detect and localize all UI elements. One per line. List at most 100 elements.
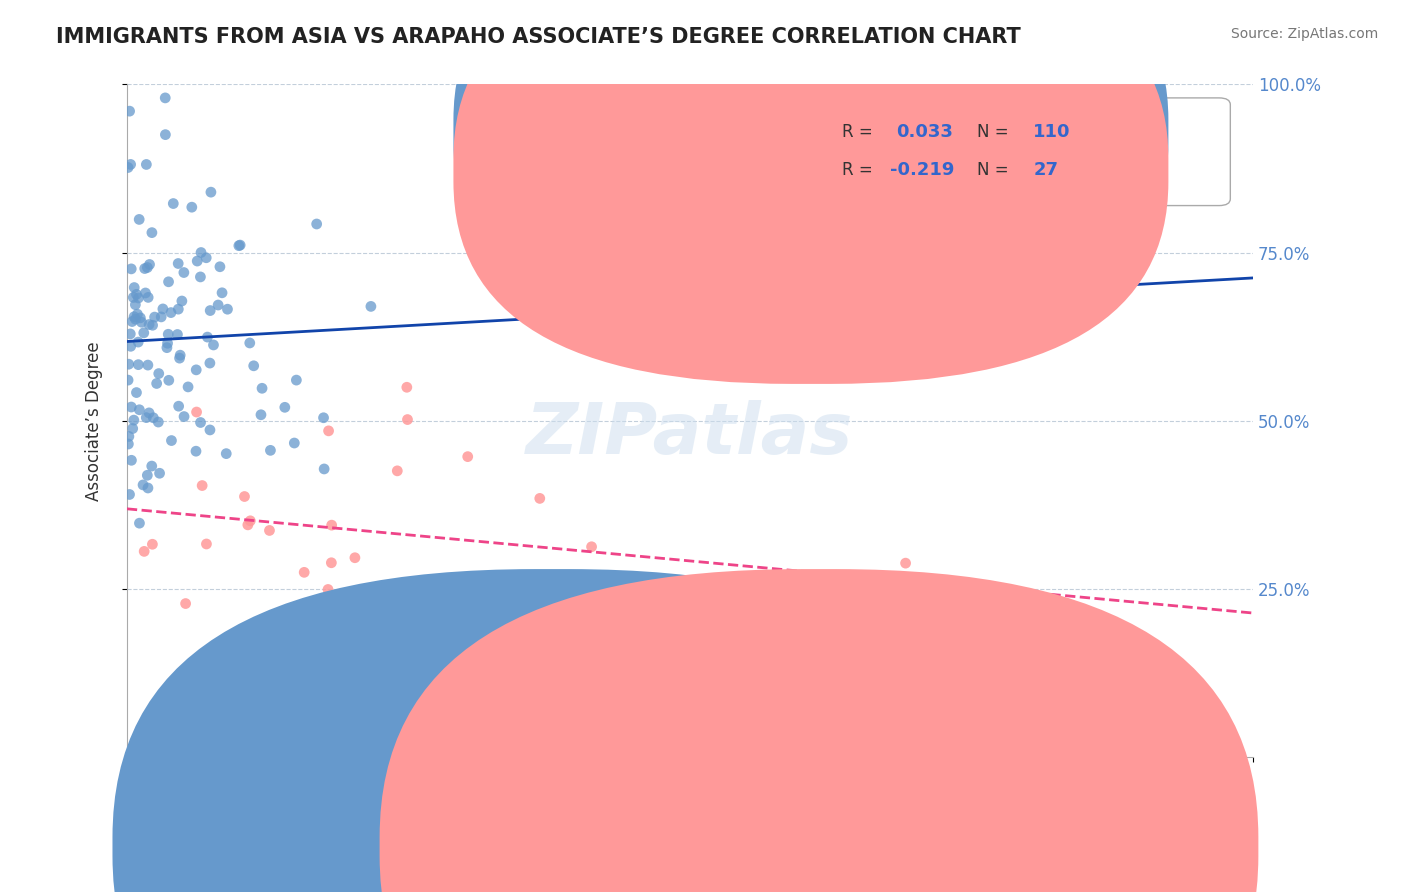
Point — [191, 478, 214, 492]
Text: Immigrants from Asia: Immigrants from Asia — [576, 839, 741, 854]
FancyBboxPatch shape — [453, 0, 1168, 345]
Point — [292, 566, 315, 580]
Point — [141, 537, 163, 551]
Point — [316, 582, 339, 597]
Point — [343, 550, 366, 565]
Point — [142, 410, 165, 425]
Point — [118, 104, 141, 119]
Point — [136, 481, 159, 495]
Point — [145, 376, 167, 391]
Point — [173, 409, 195, 424]
Point — [395, 380, 418, 394]
Point — [190, 245, 212, 260]
Point — [233, 490, 256, 504]
Point — [132, 326, 155, 340]
Point — [138, 406, 160, 420]
Point — [120, 339, 142, 353]
Point — [177, 380, 200, 394]
Point — [122, 310, 145, 324]
FancyBboxPatch shape — [758, 98, 1230, 205]
Point — [173, 266, 195, 280]
Point — [157, 327, 180, 342]
Text: 0.033: 0.033 — [896, 122, 953, 141]
Point — [117, 437, 139, 451]
Point — [120, 157, 142, 171]
Point — [488, 592, 510, 607]
Point — [142, 318, 165, 333]
Point — [285, 373, 308, 387]
Point — [195, 251, 218, 265]
Point — [129, 310, 152, 325]
Point — [156, 336, 179, 351]
Point — [190, 269, 212, 284]
Text: -0.219: -0.219 — [890, 161, 955, 179]
Text: ZIPatlas: ZIPatlas — [526, 400, 853, 469]
Text: Arapaho: Arapaho — [844, 839, 908, 854]
Text: N =: N = — [977, 122, 1008, 141]
Point — [152, 301, 174, 316]
Point — [167, 302, 190, 317]
FancyBboxPatch shape — [453, 0, 1168, 384]
Point — [118, 487, 141, 501]
Text: 27: 27 — [1033, 161, 1059, 179]
Point — [236, 517, 259, 532]
Point — [136, 260, 159, 275]
Point — [167, 399, 190, 413]
Point — [169, 348, 191, 362]
Point — [143, 310, 166, 324]
Point — [470, 599, 492, 613]
Point — [121, 314, 143, 328]
Point — [125, 287, 148, 301]
Point — [321, 556, 343, 570]
Point — [167, 256, 190, 270]
Text: Source: ZipAtlas.com: Source: ZipAtlas.com — [1230, 27, 1378, 41]
Point — [160, 305, 183, 319]
Point — [384, 642, 406, 657]
Point — [127, 291, 149, 305]
Point — [170, 293, 193, 308]
Point — [174, 597, 197, 611]
Text: R =: R = — [842, 161, 877, 179]
Point — [132, 478, 155, 492]
Point — [314, 462, 336, 476]
Point — [207, 298, 229, 312]
Point — [229, 238, 252, 252]
Point — [186, 405, 208, 419]
Point — [198, 356, 221, 370]
Point — [529, 491, 551, 506]
Point — [134, 544, 156, 558]
Point — [360, 300, 382, 314]
Point — [136, 468, 159, 483]
Point — [150, 310, 173, 324]
Point — [157, 373, 180, 387]
Point — [122, 280, 145, 294]
Point — [141, 226, 163, 240]
Point — [131, 315, 153, 329]
Point — [186, 254, 208, 268]
Point — [128, 212, 150, 227]
Point — [195, 537, 218, 551]
Point — [312, 410, 335, 425]
Point — [122, 413, 145, 427]
Point — [259, 443, 281, 458]
Point — [157, 275, 180, 289]
Point — [186, 363, 208, 377]
Text: 110: 110 — [1033, 122, 1071, 141]
Point — [135, 157, 157, 171]
Point — [124, 298, 146, 312]
Point — [396, 412, 419, 426]
Point — [259, 524, 281, 538]
Point — [200, 303, 222, 318]
Point — [124, 312, 146, 326]
Text: R =: R = — [842, 122, 877, 141]
Point — [117, 373, 139, 387]
Text: N =: N = — [977, 161, 1008, 179]
Point — [118, 429, 141, 443]
Point — [387, 464, 409, 478]
Point — [169, 351, 191, 366]
Point — [200, 185, 222, 199]
Text: IMMIGRANTS FROM ASIA VS ARAPAHO ASSOCIATE’S DEGREE CORRELATION CHART: IMMIGRANTS FROM ASIA VS ARAPAHO ASSOCIAT… — [56, 27, 1021, 46]
Point — [215, 447, 238, 461]
Point — [135, 410, 157, 425]
Point — [217, 302, 239, 317]
